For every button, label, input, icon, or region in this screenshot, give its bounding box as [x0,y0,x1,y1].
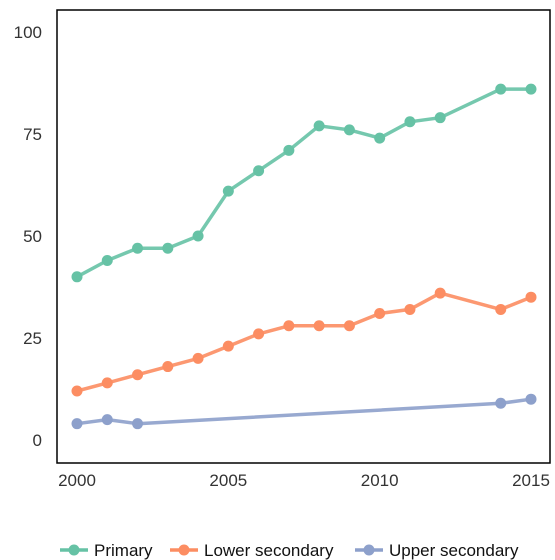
y-axis-ticks: 0 25 50 75 100 [14,23,42,450]
legend-swatch-marker-primary [68,544,80,556]
x-tick-label: 2010 [361,471,399,490]
data-point-lower-secondary [404,303,416,315]
x-tick-label: 2015 [512,471,550,490]
y-tick-label: 25 [23,329,42,348]
x-tick-label: 2000 [58,471,96,490]
data-point-lower-secondary [343,320,355,332]
y-tick-label: 75 [23,125,42,144]
data-point-lower-secondary [222,340,234,352]
data-point-primary [162,242,174,254]
data-point-lower-secondary [313,320,325,332]
data-point-primary [404,116,416,128]
data-point-lower-secondary [101,377,113,389]
x-axis-ticks: 2000 2005 2010 2015 [58,471,550,490]
legend: Primary Lower secondary Upper secondary [60,541,519,560]
data-point-primary [101,254,113,266]
y-tick-label: 50 [23,227,42,246]
data-point-primary [434,112,446,124]
legend-swatch-marker-lower-secondary [178,544,190,556]
series-line-lower-secondary [75,291,533,393]
data-point-lower-secondary [525,291,537,303]
data-point-lower-secondary [253,328,265,340]
data-point-primary [313,120,325,132]
data-point-upper-secondary [525,393,537,405]
data-point-upper-secondary [495,397,507,409]
plot-frame [56,9,551,464]
data-point-lower-secondary [434,287,446,299]
data-point-upper-secondary [101,414,113,426]
data-point-upper-secondary [132,418,144,430]
legend-swatch-marker-upper-secondary [363,544,375,556]
data-point-lower-secondary [283,320,295,332]
series-line-primary [75,87,533,279]
legend-label-upper-secondary: Upper secondary [389,541,519,560]
data-point-primary [343,124,355,136]
data-point-lower-secondary [495,303,507,315]
data-point-upper-secondary [71,418,83,430]
data-point-lower-secondary [71,385,83,397]
series-layer [71,83,537,430]
data-point-primary [525,83,537,95]
data-point-lower-secondary [192,352,204,364]
data-point-lower-secondary [162,361,174,373]
legend-label-primary: Primary [94,541,153,560]
data-point-primary [283,144,295,156]
data-point-primary [222,185,234,197]
data-point-primary [253,165,265,177]
data-point-primary [132,242,144,254]
legend-label-lower-secondary: Lower secondary [204,541,334,560]
data-point-lower-secondary [374,308,386,320]
y-tick-label: 100 [14,23,42,42]
data-point-lower-secondary [132,369,144,381]
y-tick-label: 0 [33,431,42,450]
data-point-primary [495,83,507,95]
data-point-primary [374,132,386,144]
x-tick-label: 2005 [209,471,247,490]
data-point-primary [71,271,83,283]
series-line-upper-secondary [75,397,533,426]
data-point-primary [192,230,204,242]
